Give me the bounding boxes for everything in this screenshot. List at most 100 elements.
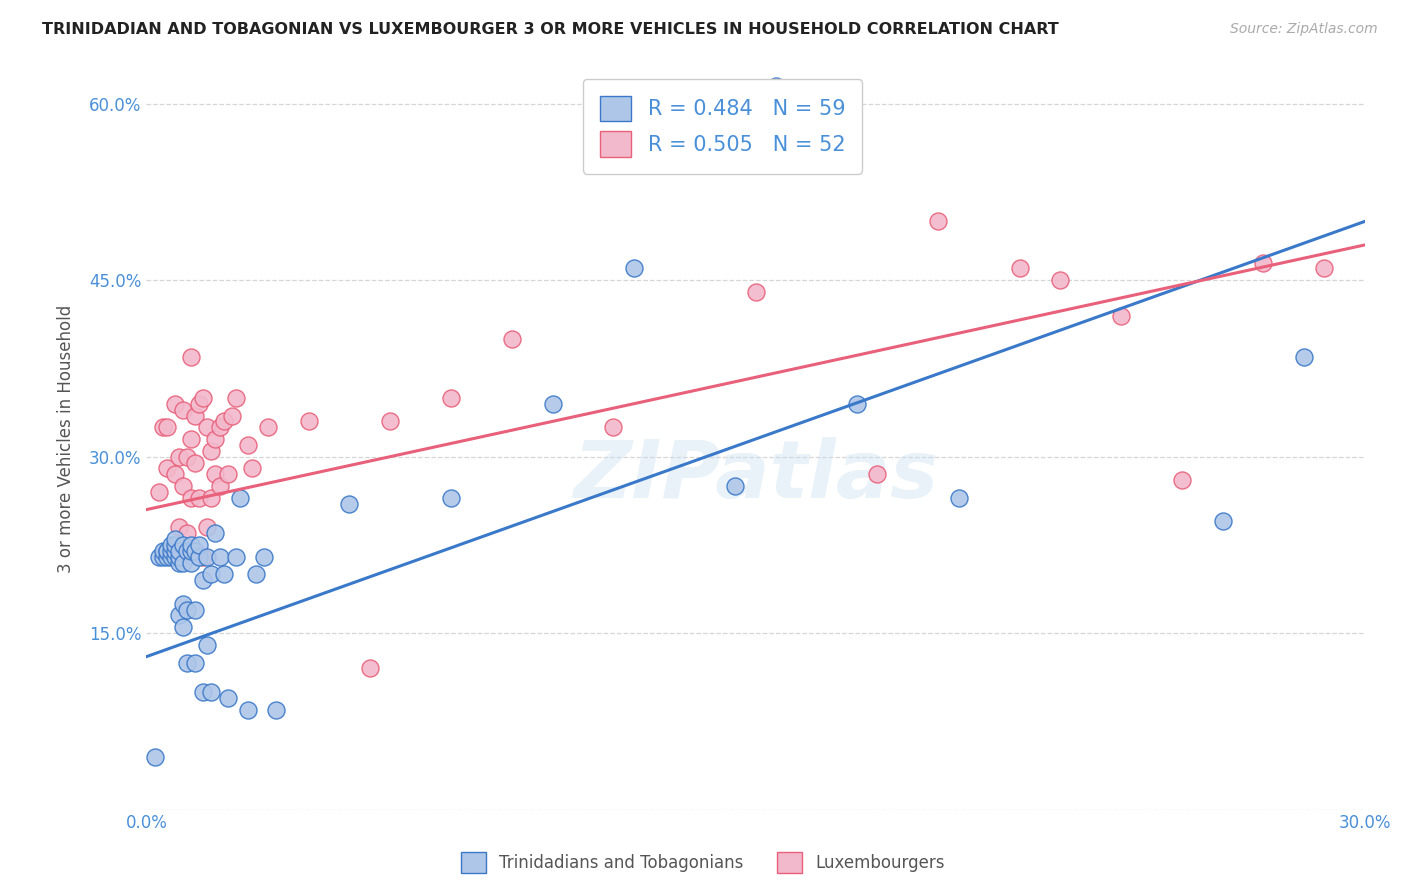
Point — [1292, 350, 1315, 364]
Point — [167, 543, 190, 558]
Point — [152, 549, 174, 564]
Point — [208, 549, 231, 564]
Point — [948, 491, 970, 505]
Point — [1008, 261, 1031, 276]
Point — [266, 702, 288, 716]
Point — [193, 573, 215, 587]
Point — [846, 397, 869, 411]
Point — [156, 543, 179, 558]
Point — [240, 461, 263, 475]
Point — [163, 532, 186, 546]
Point — [176, 450, 198, 464]
Point — [378, 414, 401, 428]
Point — [208, 479, 231, 493]
Point — [541, 397, 564, 411]
Point — [184, 656, 207, 670]
Point — [204, 432, 226, 446]
Point — [180, 538, 202, 552]
Point — [212, 414, 235, 428]
Point — [200, 567, 222, 582]
Point — [159, 543, 181, 558]
Point — [298, 414, 321, 428]
Point — [172, 479, 194, 493]
Point — [195, 549, 218, 564]
Point — [172, 538, 194, 552]
Point — [200, 491, 222, 505]
Point — [163, 397, 186, 411]
Point — [217, 467, 239, 482]
Point — [184, 543, 207, 558]
Point — [180, 543, 202, 558]
Point — [193, 685, 215, 699]
Point — [163, 467, 186, 482]
Point — [195, 520, 218, 534]
Point — [188, 538, 211, 552]
Point — [1251, 255, 1274, 269]
Point — [359, 661, 381, 675]
Point — [1212, 514, 1234, 528]
Point — [195, 420, 218, 434]
Point — [143, 749, 166, 764]
Point — [172, 402, 194, 417]
Point — [172, 597, 194, 611]
Point — [1109, 309, 1132, 323]
Point — [1049, 273, 1071, 287]
Legend: Trinidadians and Tobagonians, Luxembourgers: Trinidadians and Tobagonians, Luxembourg… — [454, 846, 952, 880]
Point — [866, 467, 889, 482]
Point — [180, 491, 202, 505]
Point — [212, 567, 235, 582]
Text: TRINIDADIAN AND TOBAGONIAN VS LUXEMBOURGER 3 OR MORE VEHICLES IN HOUSEHOLD CORRE: TRINIDADIAN AND TOBAGONIAN VS LUXEMBOURG… — [42, 22, 1059, 37]
Point — [744, 285, 766, 299]
Point — [217, 690, 239, 705]
Point — [440, 391, 463, 405]
Point — [176, 602, 198, 616]
Point — [245, 567, 267, 582]
Point — [180, 556, 202, 570]
Point — [176, 526, 198, 541]
Point — [200, 443, 222, 458]
Point — [180, 432, 202, 446]
Point — [440, 491, 463, 505]
Point — [724, 479, 747, 493]
Point — [602, 420, 624, 434]
Point — [156, 549, 179, 564]
Point — [163, 549, 186, 564]
Point — [501, 332, 523, 346]
Point — [167, 450, 190, 464]
Point — [184, 456, 207, 470]
Point — [167, 608, 190, 623]
Point — [339, 497, 361, 511]
Point — [167, 556, 190, 570]
Point — [159, 549, 181, 564]
Point — [156, 420, 179, 434]
Text: Source: ZipAtlas.com: Source: ZipAtlas.com — [1230, 22, 1378, 37]
Point — [623, 261, 645, 276]
Point — [1313, 261, 1336, 276]
Point — [188, 549, 211, 564]
Point — [193, 391, 215, 405]
Point — [176, 543, 198, 558]
Point — [200, 685, 222, 699]
Point — [208, 420, 231, 434]
Point — [184, 602, 207, 616]
Point — [152, 420, 174, 434]
Point — [176, 656, 198, 670]
Point — [193, 549, 215, 564]
Point — [152, 543, 174, 558]
Point — [172, 556, 194, 570]
Point — [184, 409, 207, 423]
Point — [236, 702, 259, 716]
Point — [163, 538, 186, 552]
Point — [159, 538, 181, 552]
Text: ZIPatlas: ZIPatlas — [574, 437, 938, 515]
Point — [253, 549, 276, 564]
Point — [195, 638, 218, 652]
Point — [765, 79, 787, 94]
Point — [927, 214, 949, 228]
Point — [159, 543, 181, 558]
Point — [188, 397, 211, 411]
Point — [163, 543, 186, 558]
Point — [156, 461, 179, 475]
Point — [225, 549, 247, 564]
Point — [156, 543, 179, 558]
